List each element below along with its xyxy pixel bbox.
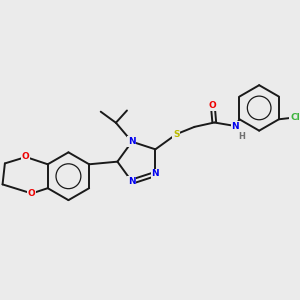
Text: N: N [232,122,239,130]
Text: O: O [28,189,36,198]
Text: N: N [128,177,136,186]
Text: H: H [238,132,245,141]
Text: O: O [22,152,30,161]
Text: S: S [173,130,180,139]
Text: N: N [152,169,159,178]
Text: Cl: Cl [290,113,300,122]
Text: O: O [209,101,217,110]
Text: N: N [128,137,136,146]
